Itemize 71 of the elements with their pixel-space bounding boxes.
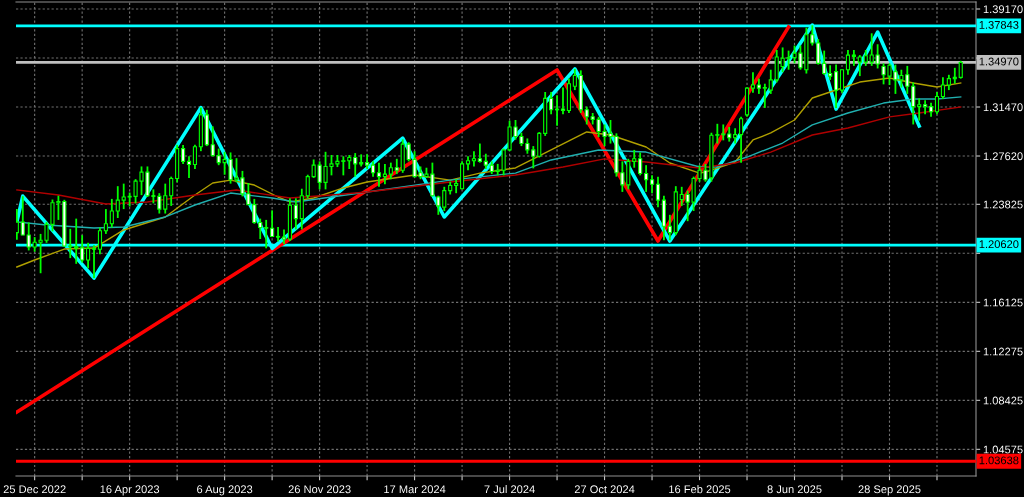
ref-line-label: 1.37843: [979, 21, 1019, 29]
candlestick: [20, 195, 25, 237]
y-tick-label: 1.27620: [983, 152, 1023, 161]
x-tick-label: 27 Oct 2024: [574, 485, 635, 494]
candlestick: [258, 217, 263, 240]
candlestick: [839, 68, 845, 94]
x-tick-label: 25 Dec 2022: [3, 485, 66, 494]
candlestick: [376, 161, 382, 188]
candlestick: [477, 142, 482, 164]
candlestick: [655, 175, 661, 209]
candlestick: [382, 162, 387, 186]
candlestick: [210, 125, 215, 158]
candlestick: [163, 182, 168, 215]
x-tick-label: 7 Jul 2024: [484, 485, 535, 494]
candlestick: [638, 151, 643, 177]
candlestick: [822, 49, 827, 76]
candlestick: [293, 197, 298, 231]
candlestick: [572, 68, 577, 91]
x-tick-label: 28 Sep 2025: [858, 485, 921, 496]
candlestick: [851, 49, 856, 67]
candlestick: [180, 144, 186, 165]
candlestick: [857, 54, 862, 77]
candlestick: [186, 155, 192, 179]
ref-line-label: 1.34970: [979, 57, 1019, 66]
candlestick: [739, 115, 744, 164]
ref-line-label: 1.20620: [979, 240, 1019, 249]
candlestick: [644, 164, 649, 193]
y-tick-label: 1.23825: [983, 200, 1023, 209]
candlestick: [762, 82, 767, 109]
candlestick: [109, 198, 114, 229]
candlestick: [275, 226, 281, 243]
y-tick-label: 1.39170: [983, 5, 1023, 14]
candlestick: [667, 213, 672, 242]
candlestick: [940, 76, 946, 100]
y-tick-label: 1.31470: [983, 103, 1023, 112]
candlestick: [192, 143, 198, 170]
line-series: [16, 25, 791, 414]
x-tick-label: 17 Mar 2024: [384, 485, 446, 494]
candlestick: [750, 71, 756, 94]
candlestick: [917, 97, 922, 122]
candlestick: [549, 91, 554, 116]
candlestick: [80, 234, 85, 264]
y-tick-label: 1.16125: [983, 298, 1023, 307]
candlestick: [115, 185, 120, 219]
candlestick: [934, 91, 940, 116]
line-series: [16, 106, 962, 205]
x-tick-label: 26 Nov 2023: [288, 485, 351, 494]
candlestick: [91, 244, 97, 279]
candlestick: [299, 187, 304, 231]
x-tick-label: 16 Feb 2025: [669, 485, 731, 494]
candlestick: [353, 152, 358, 178]
candlestick: [537, 131, 542, 159]
candlestick: [86, 241, 91, 270]
x-tick-label: 16 Apr 2023: [100, 485, 160, 496]
candlestick: [845, 49, 851, 76]
candlestick: [169, 175, 174, 207]
candlestick: [16, 208, 19, 241]
ref-line-label: 1.03638: [979, 456, 1019, 465]
y-tick-label: 1.04575: [983, 445, 1023, 454]
candlestick: [270, 209, 275, 238]
y-tick-label: 1.08425: [983, 396, 1023, 405]
x-tick-label: 8 Jun 2025: [767, 485, 822, 494]
y-tick-label: 1.12275: [983, 347, 1023, 356]
candlestick: [768, 68, 773, 95]
x-tick-label: 6 Aug 2023: [197, 485, 253, 496]
candlestick: [264, 219, 269, 250]
candlestick: [97, 226, 103, 256]
candlestick: [911, 81, 916, 126]
candlestick: [833, 63, 839, 109]
candlestick: [74, 217, 79, 265]
candlestick: [103, 208, 108, 235]
